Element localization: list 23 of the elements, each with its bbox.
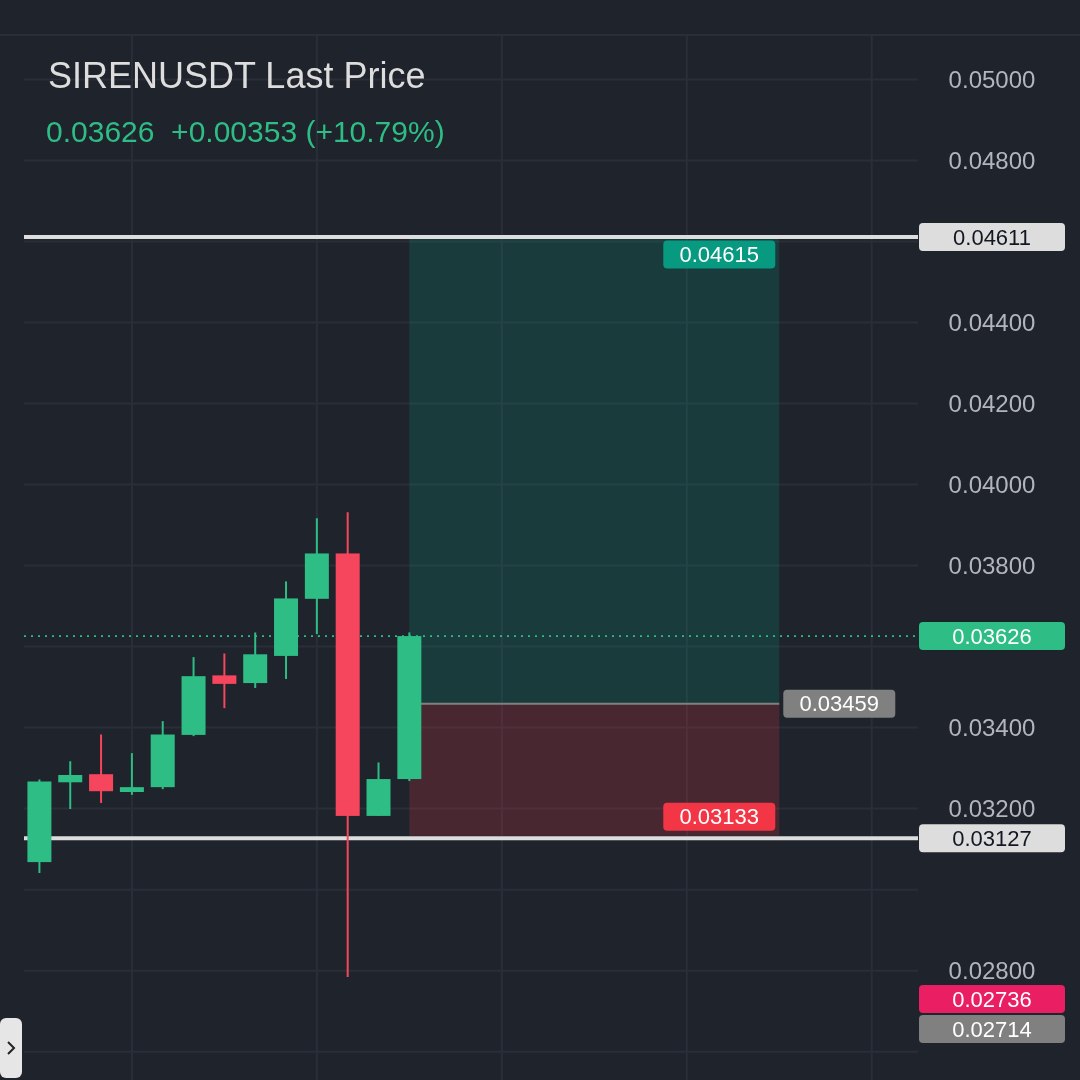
ref-line-label: 0.04611	[953, 224, 1031, 250]
y-tick-label: 0.03200	[948, 795, 1036, 823]
text: 0.02736	[952, 986, 1032, 1012]
candlestick	[58, 760, 83, 811]
text: 0.02714	[952, 1016, 1032, 1042]
y-tick-label: 0.04200	[948, 389, 1036, 417]
y-tick-label: 0.04400	[948, 308, 1036, 336]
candlestick	[89, 733, 114, 804]
text: SIRENUSDT Last Price	[48, 55, 426, 96]
y-tick-label: 0.05000	[948, 65, 1036, 93]
y-tick-label: 0.03800	[948, 552, 1036, 579]
band-label: 0.04615	[679, 242, 760, 268]
candlestick	[119, 752, 144, 796]
candlestick	[212, 652, 237, 710]
y-tick-label: 0.03400	[948, 714, 1036, 742]
y-tick-label: 0.04000	[948, 470, 1036, 498]
text: 0.03626 +0.00353 (+10.79%)	[46, 115, 445, 148]
ref-line-label: 0.03127	[952, 825, 1032, 851]
y-tick-label: 0.02800	[948, 957, 1036, 985]
band-label: 0.03133	[679, 804, 760, 830]
ref-line-label: 0.03459	[799, 691, 880, 717]
ref-line-label: 0.03626	[952, 623, 1032, 649]
y-tick-label: 0.04800	[948, 146, 1036, 174]
